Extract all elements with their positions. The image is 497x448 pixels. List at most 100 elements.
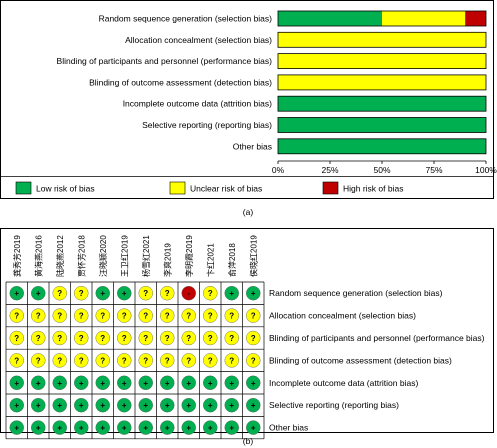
- domain-label: Incomplete outcome data (attrition bias): [269, 378, 418, 388]
- graph-category-label: Blinding of participants and personnel (…: [57, 56, 273, 66]
- judgement-dot-low: [9, 420, 24, 435]
- judgement-symbol: ?: [208, 312, 213, 321]
- judgement-dot-low: [52, 420, 67, 435]
- x-tick-label: 50%: [373, 165, 390, 175]
- graph-frame: [0, 0, 494, 199]
- judgement-symbol: ?: [165, 289, 170, 298]
- judgement-symbol: -: [187, 289, 190, 298]
- judgement-dot-low: [246, 398, 261, 413]
- study-name: 陆晓燕2012: [55, 235, 65, 277]
- judgement-dot-low: [138, 398, 153, 413]
- judgement-symbol: +: [36, 379, 41, 388]
- bar-outline: [277, 53, 487, 69]
- judgement-symbol: ?: [122, 334, 127, 343]
- judgement-symbol: ?: [165, 312, 170, 321]
- judgement-symbol: +: [122, 424, 127, 433]
- judgement-symbol: +: [143, 424, 148, 433]
- judgement-dot-low: [160, 375, 175, 390]
- judgement-dot-low: [203, 420, 218, 435]
- study-name: 侯晓红2019: [248, 235, 258, 277]
- judgement-symbol: ?: [122, 356, 127, 365]
- judgement-symbol: ?: [143, 289, 148, 298]
- study-name: 杨雪红2021: [141, 235, 151, 277]
- judgement-symbol: ?: [100, 334, 105, 343]
- judgement-symbol: ?: [208, 334, 213, 343]
- judgement-dot-low: [160, 420, 175, 435]
- judgement-symbol: ?: [229, 334, 234, 343]
- judgement-symbol: +: [229, 379, 234, 388]
- judgement-dot-low: [74, 420, 89, 435]
- judgement-dot-unclear: [117, 308, 132, 323]
- judgement-dot-low: [246, 375, 261, 390]
- judgement-symbol: ?: [251, 334, 256, 343]
- judgement-symbol: ?: [100, 356, 105, 365]
- judgement-dot-low: [138, 375, 153, 390]
- judgement-dot-unclear: [203, 308, 218, 323]
- judgement-symbol: ?: [36, 356, 41, 365]
- judgement-dot-low: [9, 398, 24, 413]
- judgement-symbol: +: [165, 424, 170, 433]
- judgement-dot-low: [95, 420, 110, 435]
- panel-a-label: (a): [243, 207, 254, 217]
- judgement-dot-high: [181, 286, 196, 301]
- judgement-dot-unclear: [246, 353, 261, 368]
- judgement-symbol: ?: [143, 312, 148, 321]
- judgement-dot-low: [74, 375, 89, 390]
- judgement-dot-unclear: [74, 330, 89, 346]
- judgement-dot-unclear: [224, 308, 239, 323]
- judgement-dot-unclear: [138, 286, 153, 301]
- judgement-dot-low: [9, 375, 24, 390]
- judgement-dot-low: [181, 420, 196, 435]
- judgement-symbol: +: [36, 401, 41, 410]
- judgement-dot-low: [31, 375, 46, 390]
- judgement-symbol: +: [14, 424, 19, 433]
- judgement-dot-low: [31, 286, 46, 301]
- bar-segment-low: [278, 96, 486, 112]
- judgement-symbol: +: [251, 379, 256, 388]
- legend-swatch-unclear: [169, 181, 186, 195]
- judgement-symbol: +: [36, 289, 41, 298]
- judgement-symbol: ?: [14, 334, 19, 343]
- study-name: 王卫红2019: [119, 235, 129, 277]
- bar-outline: [277, 31, 487, 48]
- judgement-symbol: +: [79, 379, 84, 388]
- judgement-dot-low: [31, 398, 46, 413]
- judgement-dot-low: [224, 398, 239, 413]
- judgement-symbol: ?: [251, 312, 256, 321]
- judgement-dot-unclear: [160, 330, 175, 346]
- judgement-dot-low: [52, 398, 67, 413]
- judgement-dot-low: [31, 420, 46, 435]
- judgement-symbol: ?: [57, 356, 62, 365]
- judgement-symbol: ?: [36, 312, 41, 321]
- legend-swatch-high: [322, 181, 339, 195]
- bar-segment-unclear: [382, 11, 466, 26]
- summary-frame: [0, 228, 494, 433]
- judgement-dot-unclear: [138, 330, 153, 346]
- judgement-dot-unclear: [52, 286, 67, 301]
- judgement-dot-low: [95, 398, 110, 413]
- judgement-dot-low: [224, 286, 239, 301]
- judgement-dot-low: [95, 286, 110, 301]
- judgement-symbol: ?: [79, 334, 84, 343]
- domain-label: Allocation concealment (selection bias): [269, 311, 416, 321]
- judgement-symbol: +: [122, 379, 127, 388]
- judgement-symbol: +: [208, 401, 213, 410]
- judgement-dot-unclear: [203, 330, 218, 346]
- judgement-symbol: ?: [57, 289, 62, 298]
- judgement-dot-unclear: [95, 308, 110, 323]
- judgement-symbol: ?: [36, 334, 41, 343]
- judgement-symbol: ?: [165, 334, 170, 343]
- graph-category-label: Allocation concealment (selection bias): [125, 35, 272, 45]
- risk-of-bias-summary: 龚秀芳2019 黄海燕2016 陆晓燕2012 贾怀芳2018 汪晓颖2020 王卫红20…: [0, 228, 494, 440]
- judgement-dot-unclear: [31, 330, 46, 346]
- judgement-dot-unclear: [52, 353, 67, 368]
- judgement-dot-unclear: [74, 286, 89, 301]
- legend-label-low: Low risk of bias: [36, 184, 95, 194]
- judgement-symbol: +: [143, 401, 148, 410]
- domain-label: Blinding of outcome assessment (detectio…: [269, 355, 452, 365]
- judgement-symbol: +: [251, 289, 256, 298]
- judgement-dot-low: [246, 420, 261, 435]
- judgement-symbol: ?: [79, 356, 84, 365]
- judgement-dot-unclear: [74, 353, 89, 368]
- x-tick-label: 75%: [425, 165, 442, 175]
